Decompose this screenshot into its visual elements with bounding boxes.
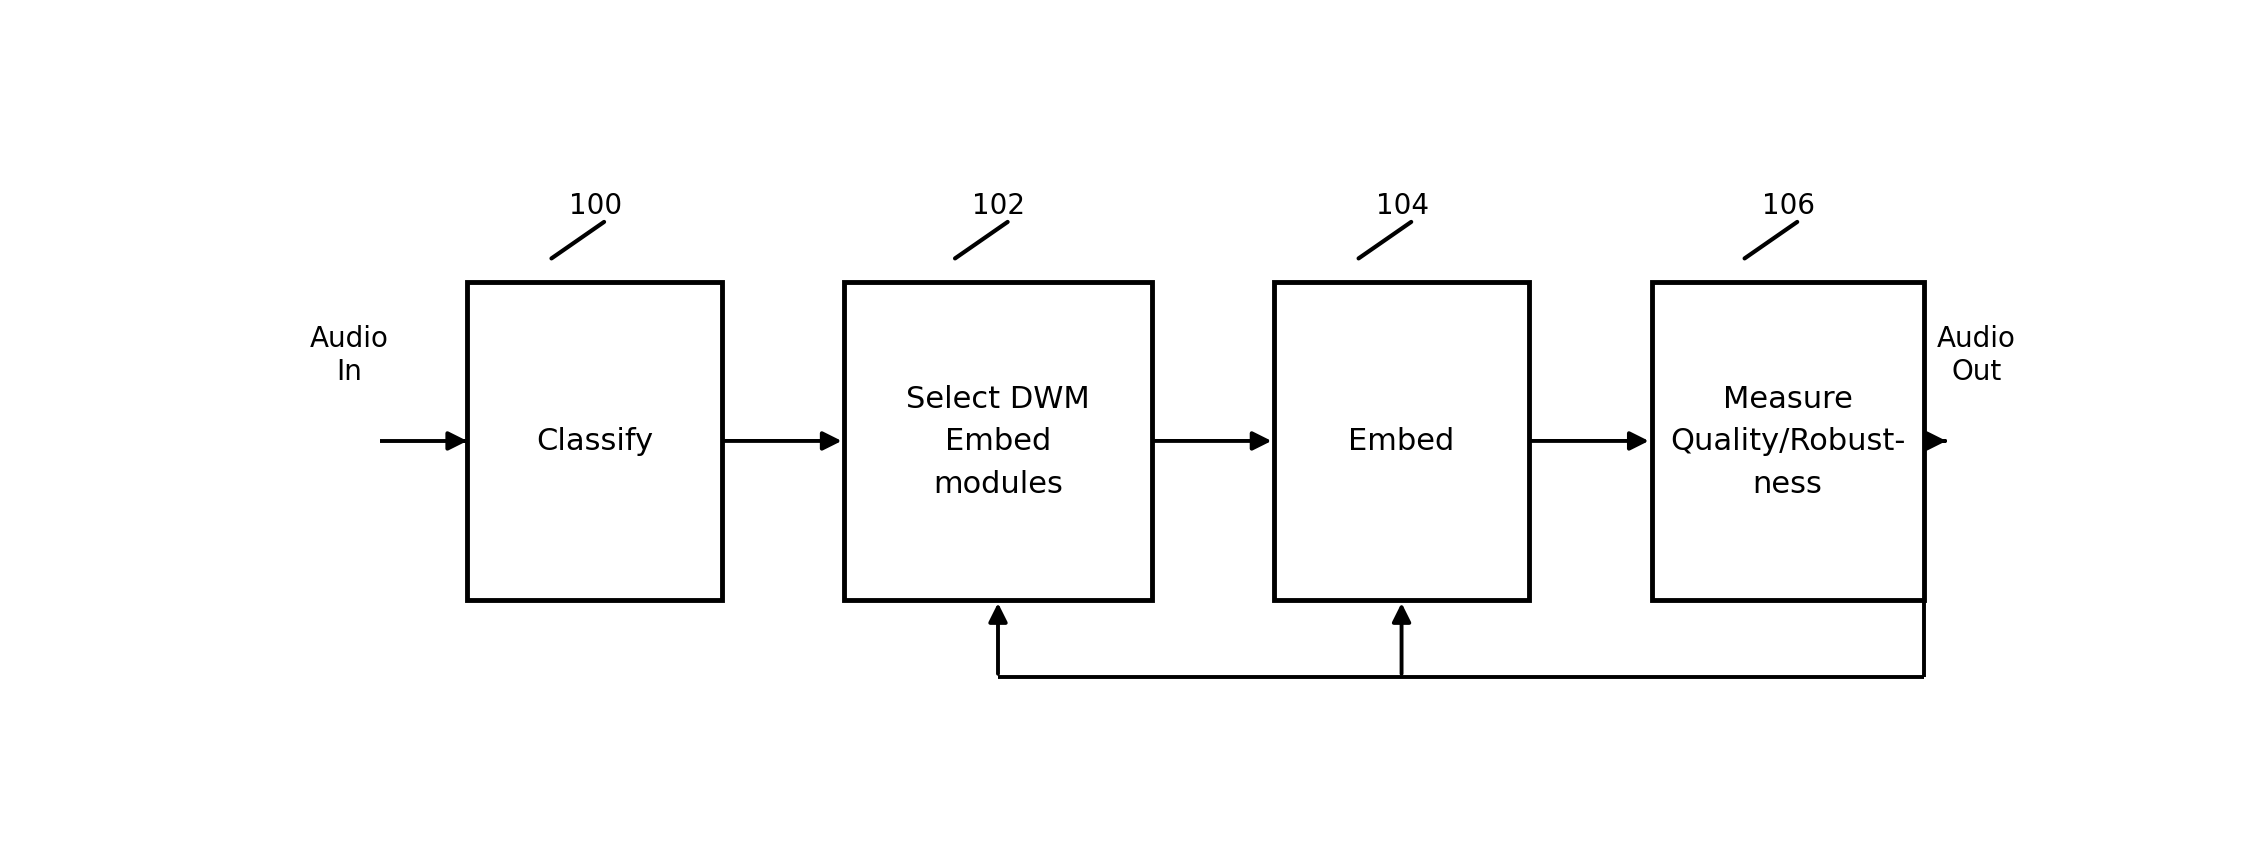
- Bar: [466, 282, 722, 601]
- Text: Select DWM
Embed
modules: Select DWM Embed modules: [906, 384, 1089, 499]
- Text: 104: 104: [1377, 191, 1429, 220]
- Text: Audio
Out: Audio Out: [1936, 325, 2015, 386]
- Text: 100: 100: [568, 191, 623, 220]
- Text: Embed: Embed: [1349, 427, 1456, 456]
- Bar: [1653, 282, 1924, 601]
- Text: 102: 102: [971, 191, 1026, 220]
- Text: Measure
Quality/Robust-
ness: Measure Quality/Robust- ness: [1671, 384, 1906, 499]
- Text: Classify: Classify: [537, 427, 652, 456]
- Bar: [844, 282, 1152, 601]
- Text: 106: 106: [1761, 191, 1816, 220]
- Text: Audio
In: Audio In: [310, 325, 389, 386]
- Bar: [1275, 282, 1528, 601]
